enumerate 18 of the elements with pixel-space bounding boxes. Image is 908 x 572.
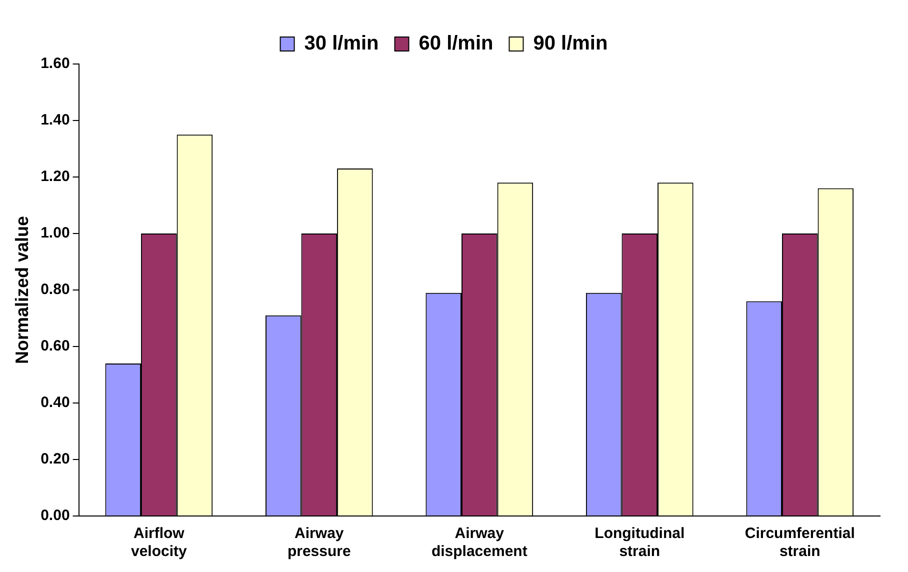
legend-label: 90 l/min [533,32,608,55]
y-axis-title: Normalized value [12,216,32,364]
y-tick-label: 0.80 [40,281,70,298]
y-tick-label: 1.40 [40,112,70,129]
legend-label: 30 l/min [304,32,379,55]
x-tick-label: Airway displacement [431,525,528,560]
y-tick-label: 1.60 [40,55,70,72]
y-tick-label: 0.40 [40,394,70,412]
y-tick-label: 0.20 [40,450,70,468]
y-tick-label: 0.00 [40,507,70,524]
x-tick-label: Airflow velocity [130,525,188,560]
y-tick-label: 1.00 [40,224,70,242]
y-tick-label: 0.60 [40,338,70,355]
y-tick-label: 1.20 [40,168,70,186]
x-tick-label: Circumferential strain [744,525,855,560]
x-tick-label: Airway pressure [287,525,351,560]
x-tick-label: Longitudinal strain [594,525,685,560]
legend-label: 60 l/min [418,32,494,55]
